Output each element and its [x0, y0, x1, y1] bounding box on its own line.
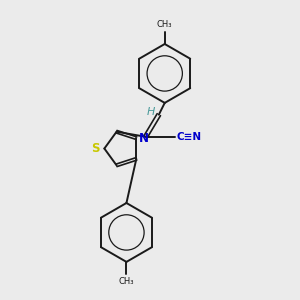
Text: S: S — [92, 142, 100, 155]
Text: N: N — [139, 132, 149, 145]
Text: C≡N: C≡N — [176, 132, 201, 142]
Text: CH₃: CH₃ — [157, 20, 172, 29]
Text: CH₃: CH₃ — [119, 277, 134, 286]
Text: H: H — [146, 107, 155, 117]
